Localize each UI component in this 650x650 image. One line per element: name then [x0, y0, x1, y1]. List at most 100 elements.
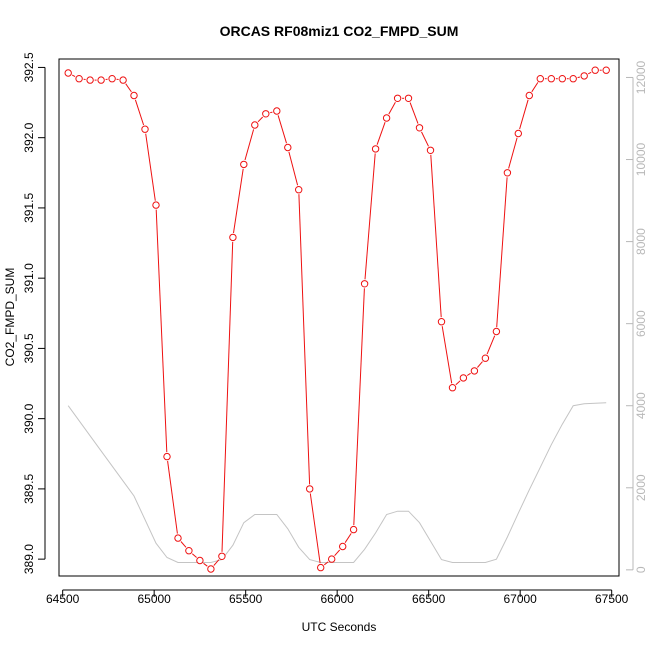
chart-title: ORCAS RF08miz1 CO2_FMPD_SUM [220, 23, 459, 39]
series-primary-segment [441, 326, 453, 384]
series-primary-segment [577, 76, 581, 79]
data-point [229, 233, 237, 242]
x-tick-label: 64500 [46, 592, 80, 606]
data-point [382, 114, 391, 122]
series-primary-segment [519, 99, 529, 130]
series-primary-segment [221, 241, 234, 552]
data-point [602, 66, 610, 74]
data-point [503, 169, 512, 177]
data-point [295, 186, 303, 194]
series-primary-segment [486, 335, 496, 355]
series-primary-segment [323, 561, 329, 566]
series-secondary [67, 402, 607, 563]
data-point [174, 534, 182, 542]
series-primary-segment [233, 168, 244, 234]
series-primary-segment [376, 122, 386, 145]
data-point [339, 542, 347, 551]
data-point [64, 69, 72, 77]
series-primary-segment [477, 361, 483, 368]
series-secondary-line [67, 402, 607, 563]
data-point [492, 327, 501, 336]
series-primary-segment [508, 137, 518, 169]
y2-tick-label: 12000 [634, 60, 648, 94]
data-point [251, 121, 259, 129]
data-point [207, 565, 215, 573]
series-primary-segment [430, 154, 442, 318]
series-primary-segment [388, 102, 396, 115]
series-primary-segment [455, 380, 461, 386]
series-primary-segment [191, 553, 197, 558]
data-point [262, 110, 270, 118]
data-point [360, 280, 369, 288]
data-point [426, 146, 435, 155]
x-axis-label: UTC Seconds [302, 620, 377, 634]
y-tick-label: 389.5 [22, 474, 36, 504]
plot-frame [58, 58, 620, 577]
x-tick-label: 66500 [412, 592, 446, 606]
data-point [459, 374, 468, 382]
x-tick-label: 67500 [595, 592, 629, 606]
data-point [415, 124, 424, 132]
series-primary-segment [71, 74, 76, 78]
data-point [86, 76, 94, 84]
series-primary [64, 66, 610, 573]
y2-tick-label: 10000 [634, 142, 648, 176]
series-primary-segment [125, 83, 132, 93]
y2-tick-label: 2000 [634, 474, 648, 501]
series-primary-segment [298, 194, 311, 485]
data-point [240, 160, 248, 169]
series-primary-segment [145, 133, 156, 201]
data-point [273, 107, 281, 115]
data-point [75, 75, 83, 83]
series-primary-segment [496, 177, 508, 328]
data-point [152, 201, 160, 209]
data-point [558, 75, 566, 83]
data-point [119, 76, 127, 84]
series-primary-segment [344, 533, 352, 543]
data-point [536, 75, 544, 83]
series-primary-segment [531, 82, 539, 93]
series-primary-segment [421, 131, 429, 147]
data-point [317, 563, 325, 572]
data-point [196, 556, 204, 565]
data-point [437, 318, 446, 326]
data-point [306, 485, 314, 493]
x-axis: 64500 65000 65500 66000 66500 67000 67500 [46, 589, 629, 606]
data-point [97, 76, 105, 84]
data-point [185, 547, 193, 555]
series-primary-segment [277, 115, 287, 144]
data-point [448, 384, 457, 392]
data-point [371, 145, 380, 153]
y-tick-label: 391.0 [22, 263, 36, 293]
series-primary-segment [134, 99, 145, 126]
y-axis: 389.0 389.5 390.0 390.5 391.0 391.5 392.0 392.5 [22, 52, 46, 574]
series-primary-segment [334, 549, 341, 557]
series-primary-segment [244, 129, 255, 161]
data-point [328, 555, 336, 563]
data-point [393, 94, 402, 103]
y2-tick-label: 0 [634, 566, 648, 573]
y-axis-right: 0 2000 4000 6000 8000 10000 12000 [626, 60, 648, 573]
x-tick-label: 66000 [320, 592, 354, 606]
data-point [130, 91, 138, 100]
series-primary-segment [257, 116, 264, 123]
y-tick-label: 391.5 [22, 193, 36, 223]
data-point [514, 129, 522, 138]
series-primary-segment [466, 372, 471, 376]
data-point [349, 525, 358, 534]
series-primary-segment [203, 562, 208, 567]
series-primary-segment [364, 153, 376, 280]
series-primary-segment [587, 71, 592, 75]
data-point [163, 452, 171, 461]
data-point [218, 552, 226, 560]
series-primary-segment [213, 559, 220, 566]
y2-tick-label: 4000 [634, 392, 648, 419]
data-point [404, 94, 413, 103]
data-point [591, 66, 599, 74]
series-primary-segment [180, 541, 187, 548]
y-axis-label: CO2_FMPD_SUM [3, 268, 17, 367]
y2-tick-label: 8000 [634, 228, 648, 255]
series-primary-segment [353, 288, 365, 526]
x-tick-label: 65000 [137, 592, 171, 606]
